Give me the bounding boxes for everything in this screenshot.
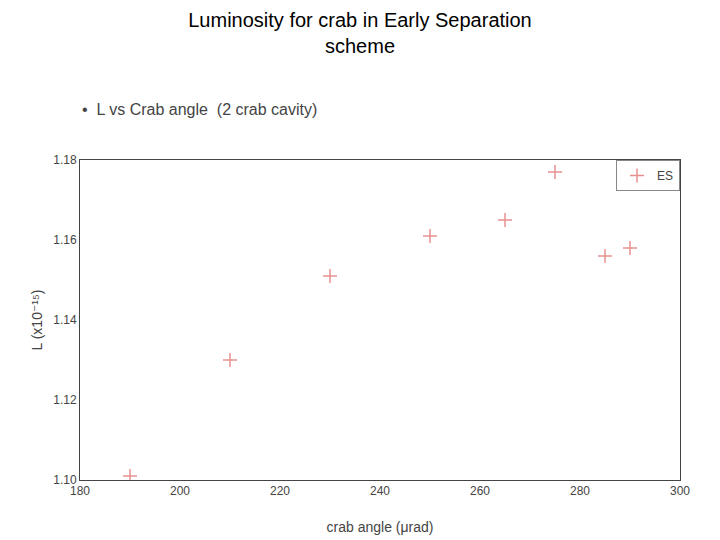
svg-text:280: 280 [570, 484, 590, 498]
svg-text:1.14: 1.14 [53, 313, 77, 327]
svg-text:1.12: 1.12 [53, 393, 77, 407]
svg-text:240: 240 [370, 484, 390, 498]
svg-text:L (x10⁻¹⁵): L (x10⁻¹⁵) [29, 290, 45, 351]
svg-text:1.16: 1.16 [53, 233, 77, 247]
svg-text:220: 220 [270, 484, 290, 498]
svg-text:180: 180 [70, 484, 90, 498]
svg-text:• L vs Crab angle (2 crab ca: • L vs Crab angle (2 crab cavity) [82, 101, 317, 118]
svg-text:260: 260 [470, 484, 490, 498]
svg-text:300: 300 [670, 484, 690, 498]
svg-text:1.18: 1.18 [53, 153, 77, 167]
svg-text:ES: ES [657, 169, 673, 183]
svg-text:200: 200 [170, 484, 190, 498]
svg-text:Luminosity for crab in Early S: Luminosity for crab in Early Separations… [188, 9, 532, 57]
svg-text:1.10: 1.10 [53, 473, 77, 487]
svg-text:crab angle (μrad): crab angle (μrad) [327, 519, 434, 535]
